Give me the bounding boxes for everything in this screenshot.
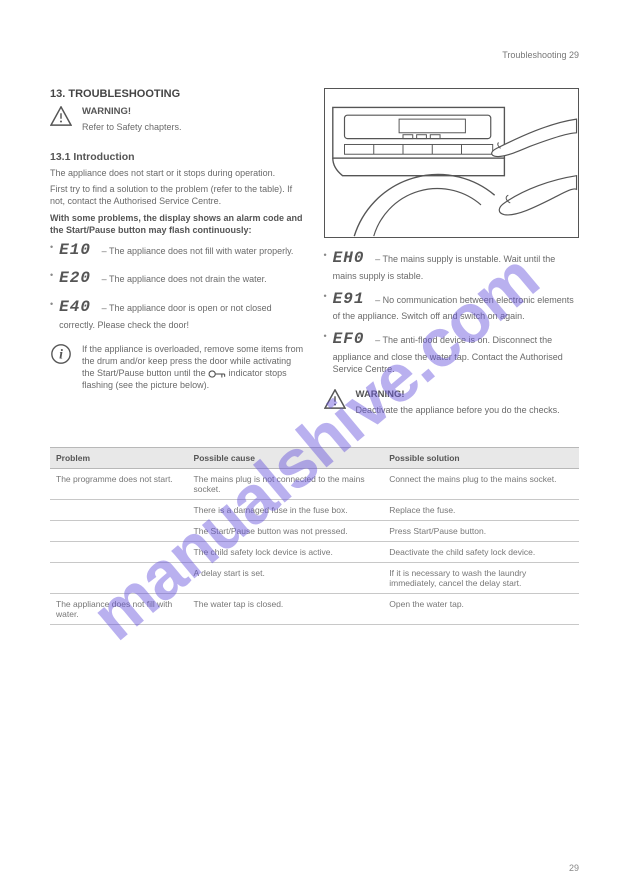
info-icon: i [50,343,72,367]
key-lock-icon [208,367,226,379]
table-cell: Connect the mains plug to the mains sock… [383,469,579,500]
table-cell: The water tap is closed. [188,594,384,625]
code-e91-label: E91 [333,289,373,311]
table-cell [50,542,188,563]
table-row: The child safety lock device is active.D… [50,542,579,563]
table-cell: The appliance does not fill with water. [50,594,188,625]
warning-text: Refer to Safety chapters. [82,121,182,133]
code-e10-label: E10 [59,240,99,262]
th-cause: Possible cause [188,448,384,469]
code-e20-label: E20 [59,268,99,290]
section-title: 13. TROUBLESHOOTING [50,88,306,100]
intro-p1: The appliance does not start or it stops… [50,167,306,179]
table-cell: If it is necessary to wash the laundry i… [383,563,579,594]
code-ef0-label: EF0 [333,329,373,351]
troubleshooting-table: Problem Possible cause Possible solution… [50,447,579,625]
code-eh0-label: EH0 [333,248,373,270]
table-cell: The programme does not start. [50,469,188,500]
code-e20-text: – The appliance does not drain the water… [99,274,266,284]
bullet-icon: • [324,331,327,341]
appliance-illustration [324,88,580,238]
table-cell [50,521,188,542]
table-row: The programme does not start.The mains p… [50,469,579,500]
code-e10-text: – The appliance does not fill with water… [99,246,293,256]
th-solution: Possible solution [383,448,579,469]
table-cell: There is a damaged fuse in the fuse box. [188,500,384,521]
code-e40-label: E40 [59,297,99,319]
table-cell [50,563,188,594]
table-cell: The child safety lock device is active. [188,542,384,563]
table-cell: Deactivate the child safety lock device. [383,542,579,563]
page-number: 29 [569,863,579,873]
bullet-icon: • [324,250,327,260]
table-row: The Start/Pause button was not pressed.P… [50,521,579,542]
bullet-icon: • [50,242,53,252]
intro-p3: With some problems, the display shows an… [50,212,306,236]
table-cell: Press Start/Pause button. [383,521,579,542]
table-cell: The Start/Pause button was not pressed. [188,521,384,542]
svg-text:i: i [59,346,63,361]
left-column: 13. TROUBLESHOOTING WARNING! Refer to Sa… [50,88,306,423]
table-row: The appliance does not fill with water.T… [50,594,579,625]
table-header-row: Problem Possible cause Possible solution [50,448,579,469]
table-row: There is a damaged fuse in the fuse box.… [50,500,579,521]
table-cell: Open the water tap. [383,594,579,625]
intro-heading: 13.1 Introduction [50,151,306,163]
bullet-icon: • [50,270,53,280]
warning-icon [50,106,72,128]
table-cell: Replace the fuse. [383,500,579,521]
bullet-icon: • [324,291,327,301]
page-header: Troubleshooting 29 [50,50,579,60]
table-cell: A delay start is set. [188,563,384,594]
table-row: A delay start is set.If it is necessary … [50,563,579,594]
warning-label-2: WARNING! [356,389,560,400]
table-cell: The mains plug is not connected to the m… [188,469,384,500]
th-problem: Problem [50,448,188,469]
bullet-icon: • [50,299,53,309]
warning-label: WARNING! [82,106,182,117]
warning-text-2: Deactivate the appliance before you do t… [356,404,560,416]
warning-icon [324,389,346,411]
right-column: • EH0 – The mains supply is unstable. Wa… [324,88,580,423]
intro-p2: First try to find a solution to the prob… [50,183,306,207]
table-cell [50,500,188,521]
